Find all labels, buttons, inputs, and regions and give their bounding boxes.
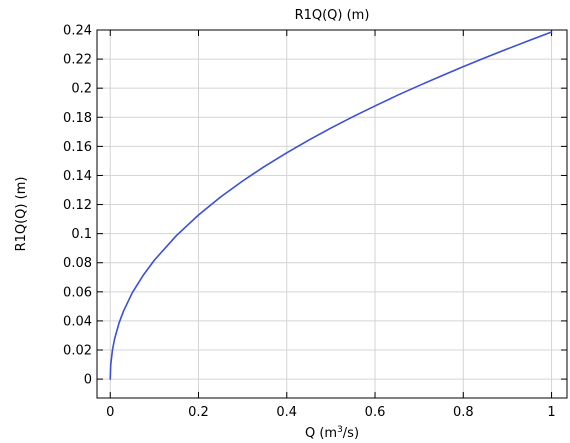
x-tick-label: 0.2 — [188, 405, 209, 420]
x-tick-label: 0.6 — [365, 405, 386, 420]
chart-title: R1Q(Q) (m) — [295, 8, 370, 23]
y-tick-label: 0.04 — [63, 314, 92, 329]
y-tick-label: 0.06 — [63, 285, 92, 300]
y-tick-label: 0.22 — [63, 53, 92, 68]
grid — [97, 29, 567, 398]
y-tick-label: 0.1 — [71, 227, 92, 242]
x-tick-label: 1 — [547, 405, 555, 420]
x-tick-label: 0.4 — [276, 405, 297, 420]
x-axis-label-suffix: /s) — [343, 426, 359, 441]
x-axis-label-sup: 3 — [337, 425, 343, 435]
y-tick-label: 0.16 — [63, 140, 92, 155]
series-group — [109, 31, 553, 380]
y-tick-label: 0.02 — [63, 344, 92, 359]
plot-frame — [96, 29, 568, 399]
y-axis-label: R1Q(Q) (m) — [14, 177, 29, 252]
ticks: 0 0.2 0.4 0.6 0.8 1 0 0.02 0.04 0.06 0.08 0.1 0.12 0.… — [63, 24, 567, 420]
y-tick-label: 0.08 — [63, 256, 92, 271]
series-line — [109, 31, 553, 380]
x-tick-label: 0 — [106, 405, 114, 420]
y-tick-label: 0.2 — [71, 82, 92, 97]
x-tick-label: 0.8 — [453, 405, 474, 420]
x-axis-label-prefix: Q (m — [305, 426, 337, 441]
y-tick-label: 0.24 — [63, 24, 92, 39]
y-tick-label: 0.18 — [63, 111, 92, 126]
y-tick-label: 0.14 — [63, 169, 92, 184]
y-tick-label: 0 — [84, 373, 92, 388]
x-axis-label: Q (m3/s) — [305, 425, 359, 441]
y-tick-label: 0.12 — [63, 198, 92, 213]
